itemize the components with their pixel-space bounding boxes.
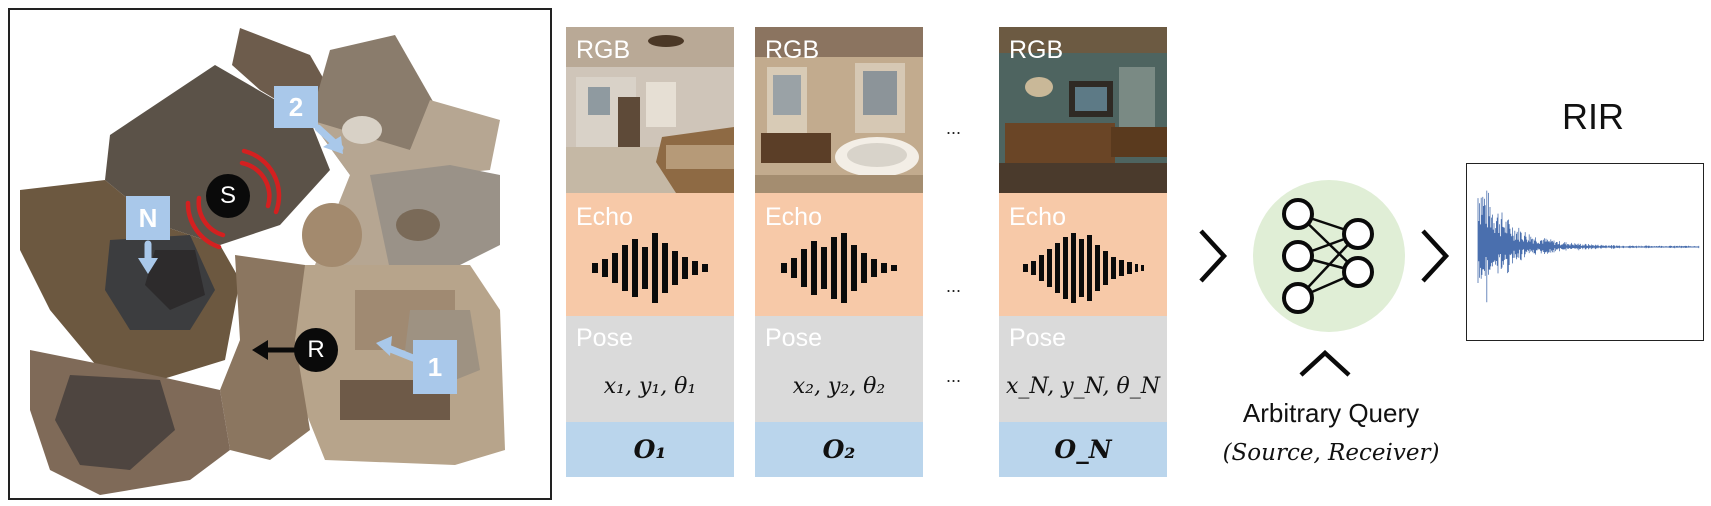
chevron-right-icon <box>1199 229 1228 283</box>
echo-band: Echo <box>999 193 1167 316</box>
viewpoint-marker-2: 2 <box>274 86 318 128</box>
pose-label: Pose <box>576 324 633 352</box>
rgb-label: RGB <box>1009 36 1064 64</box>
ellipsis-pose: ... <box>946 366 962 386</box>
source-sound-arcs <box>185 148 282 250</box>
viewpoint-marker-n: N <box>126 196 170 240</box>
observation-column-n: RGB Echo Pose x_N, y_N, θ_N O_N <box>999 27 1167 477</box>
pose-band: Pose x₂, y₂, θ₂ <box>755 316 923 422</box>
marker-label: 1 <box>427 351 443 382</box>
floorplan-image <box>20 28 505 495</box>
chevron-right-icon <box>1421 229 1450 283</box>
rir-plot <box>1466 163 1704 341</box>
echo-band: Echo <box>566 193 734 316</box>
receiver-label: R <box>307 336 325 363</box>
receiver-marker: R <box>294 328 338 372</box>
pose-label: Pose <box>765 324 822 352</box>
pose-value: x₁, y₁, θ₁ <box>603 374 697 399</box>
echo-label: Echo <box>765 203 822 231</box>
echo-waveform-icon <box>592 233 708 303</box>
pose-label: Pose <box>1009 324 1066 352</box>
rgb-label: RGB <box>576 36 631 64</box>
echo-band: Echo <box>755 193 923 316</box>
observation-label-band: O₂ <box>755 422 923 477</box>
rgb-image-bedroom: RGB <box>566 27 734 193</box>
viewpoint-marker-1: 1 <box>413 340 457 394</box>
marker-label: N <box>138 202 158 233</box>
rgb-image-bathroom: RGB <box>755 27 923 193</box>
pose-value: x_N, y_N, θ_N <box>1006 374 1160 399</box>
echo-label: Echo <box>1009 203 1066 231</box>
neural-network-icon <box>1253 180 1405 332</box>
rgb-label: RGB <box>765 36 820 64</box>
marker-label: 2 <box>288 91 304 122</box>
rgb-image-study: RGB <box>999 27 1167 193</box>
chevron-up-icon <box>1299 350 1351 377</box>
rir-waveform-trace <box>1477 190 1700 303</box>
source-label: S <box>219 182 236 209</box>
echo-label: Echo <box>576 203 633 231</box>
observation-label: O₁ <box>633 435 667 464</box>
echo-waveform-icon <box>781 233 897 303</box>
observation-column-2: RGB Echo Pose x₂, y₂, θ₂ O₂ <box>755 27 923 477</box>
floorplan-panel: 2 N 1 S R <box>8 8 552 500</box>
observation-label-band: O_N <box>999 422 1167 477</box>
echo-waveform-icon <box>1023 233 1144 303</box>
ellipsis-echo: ... <box>946 276 962 296</box>
rir-waveform <box>1477 190 1700 303</box>
pose-band: Pose x_N, y_N, θ_N <box>999 316 1167 422</box>
observation-label: O_N <box>1054 435 1112 464</box>
query-label: Arbitrary Query <box>1242 398 1420 428</box>
observation-label-band: O₁ <box>566 422 734 477</box>
pose-band: Pose x₁, y₁, θ₁ <box>566 316 734 422</box>
observation-column-1: RGB Echo Pose x₁, y₁, θ₁ O₁ <box>566 27 734 477</box>
pose-value: x₂, y₂, θ₂ <box>792 374 886 399</box>
observation-label: O₂ <box>822 435 856 464</box>
source-marker: S <box>206 174 250 218</box>
ellipsis-rgb: ... <box>946 118 962 138</box>
rir-title: RIR <box>1562 96 1624 137</box>
query-source-receiver: (Source, Receiver) <box>1222 440 1440 466</box>
